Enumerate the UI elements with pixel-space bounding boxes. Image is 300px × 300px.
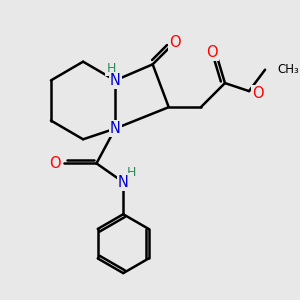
Text: CH₃: CH₃ (277, 63, 299, 76)
Text: N: N (118, 175, 129, 190)
Text: H: H (127, 166, 136, 179)
Text: O: O (169, 35, 181, 50)
Text: O: O (253, 86, 264, 101)
Text: O: O (206, 45, 218, 60)
Text: N: N (110, 73, 121, 88)
Text: H: H (106, 62, 116, 75)
Text: O: O (49, 156, 61, 171)
Text: N: N (110, 121, 121, 136)
